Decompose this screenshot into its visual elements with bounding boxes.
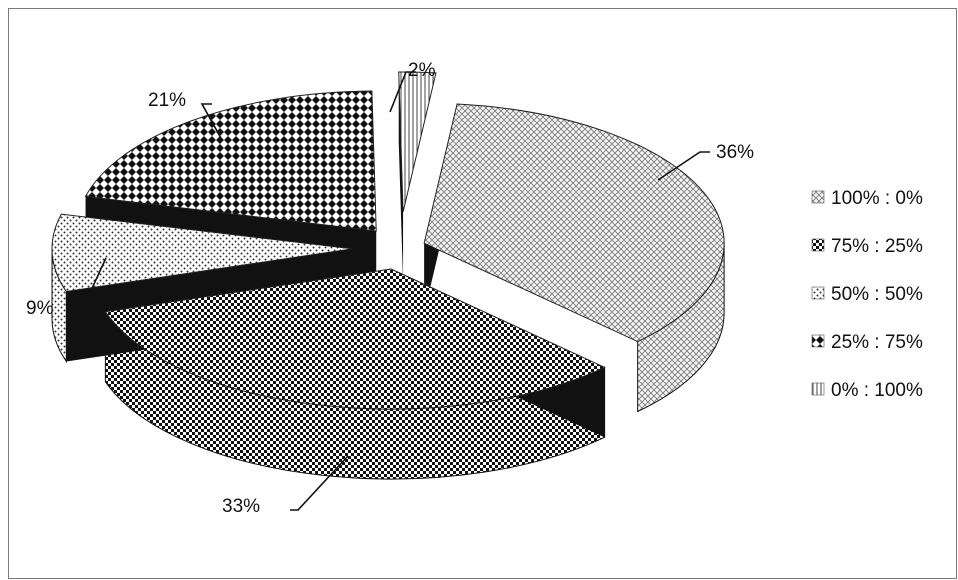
leader-line-0 (657, 151, 710, 181)
legend-label-3: 25% : 75% (831, 332, 923, 353)
legend-label-4: 0% : 100% (831, 380, 923, 401)
data-label-0: 36% (716, 142, 754, 163)
legend-label-0: 100% : 0% (831, 188, 923, 209)
leader-line-1 (290, 455, 349, 511)
legend-swatch-3 (811, 334, 825, 348)
leader-line-2 (74, 257, 107, 311)
data-label-2: 9% (26, 298, 54, 319)
pie-slice-1 (104, 268, 606, 410)
legend-label-2: 50% : 50% (831, 284, 923, 305)
legend-swatch-4 (811, 382, 825, 396)
pie-slice-3 (84, 90, 377, 232)
pie-slice-4 (398, 71, 437, 213)
data-label-4: 2% (408, 60, 436, 81)
leader-line-4 (389, 71, 416, 113)
pie-slice-0 (423, 103, 725, 343)
legend-swatch-0 (811, 190, 825, 204)
data-label-1: 33% (222, 496, 260, 517)
leader-line-3 (200, 103, 223, 141)
legend-label-1: 75% : 25% (831, 236, 923, 257)
legend-swatch-1 (811, 238, 825, 252)
legend-swatch-2 (811, 286, 825, 300)
pie-slice-2 (51, 213, 353, 293)
data-label-3: 21% (148, 90, 186, 111)
slice-edge-4 (398, 72, 404, 283)
